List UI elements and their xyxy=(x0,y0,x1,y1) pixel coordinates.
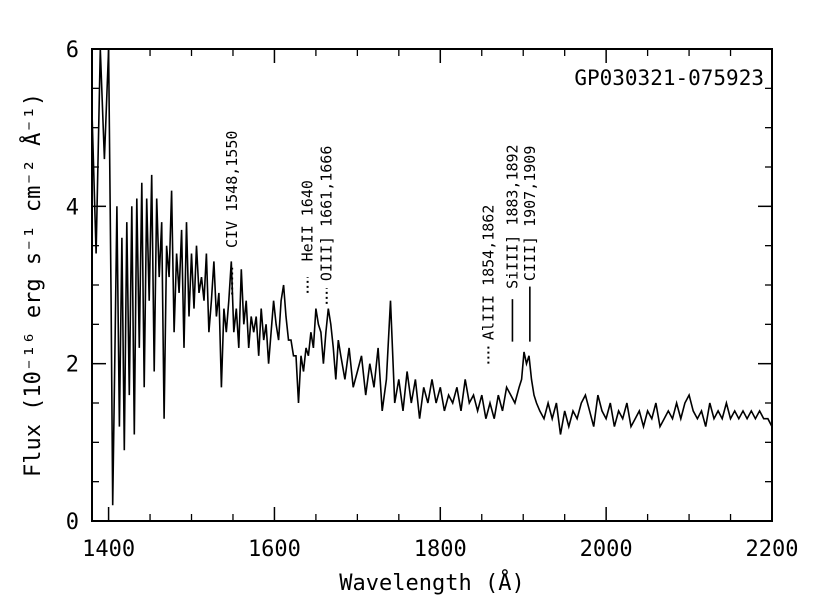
x-tick-label: 1400 xyxy=(82,537,135,562)
y-tick-label: 0 xyxy=(66,510,79,535)
line-label: SiIII] 1883,1892 xyxy=(503,144,521,289)
x-tick-label: 2000 xyxy=(580,537,633,562)
annotations-layer: CIV 1548,1550 HeII 1640 OIII] 1661,1666 AlI… xyxy=(223,131,539,364)
x-tick-label: 1600 xyxy=(248,537,301,562)
y-axis-title: Flux (10⁻¹⁶ erg s⁻¹ cm⁻² Å⁻¹) xyxy=(19,93,46,477)
line-label: HeII 1640 xyxy=(299,180,317,261)
tick-labels-layer: 1400 1600 1800 2000 2200 0 2 4 6 xyxy=(66,38,799,562)
line-label: CIV 1548,1550 xyxy=(223,131,241,248)
spectrum-line xyxy=(91,48,773,506)
y-tick-label: 4 xyxy=(66,195,79,220)
x-axis-title: Wavelength (Å) xyxy=(339,569,524,596)
y-tick-label: 2 xyxy=(66,353,79,378)
x-tick-label: 1800 xyxy=(414,537,467,562)
line-label: AlIII 1854,1862 xyxy=(479,205,497,340)
y-tick-label: 6 xyxy=(66,38,79,63)
line-label: CIII] 1907,1909 xyxy=(521,146,539,281)
chart-title: GP030321-075923 xyxy=(574,66,764,90)
ticks-layer xyxy=(92,48,773,522)
plot-frame xyxy=(91,48,773,522)
x-tick-label: 2200 xyxy=(746,537,799,562)
line-label: OIII] 1661,1666 xyxy=(318,146,336,281)
